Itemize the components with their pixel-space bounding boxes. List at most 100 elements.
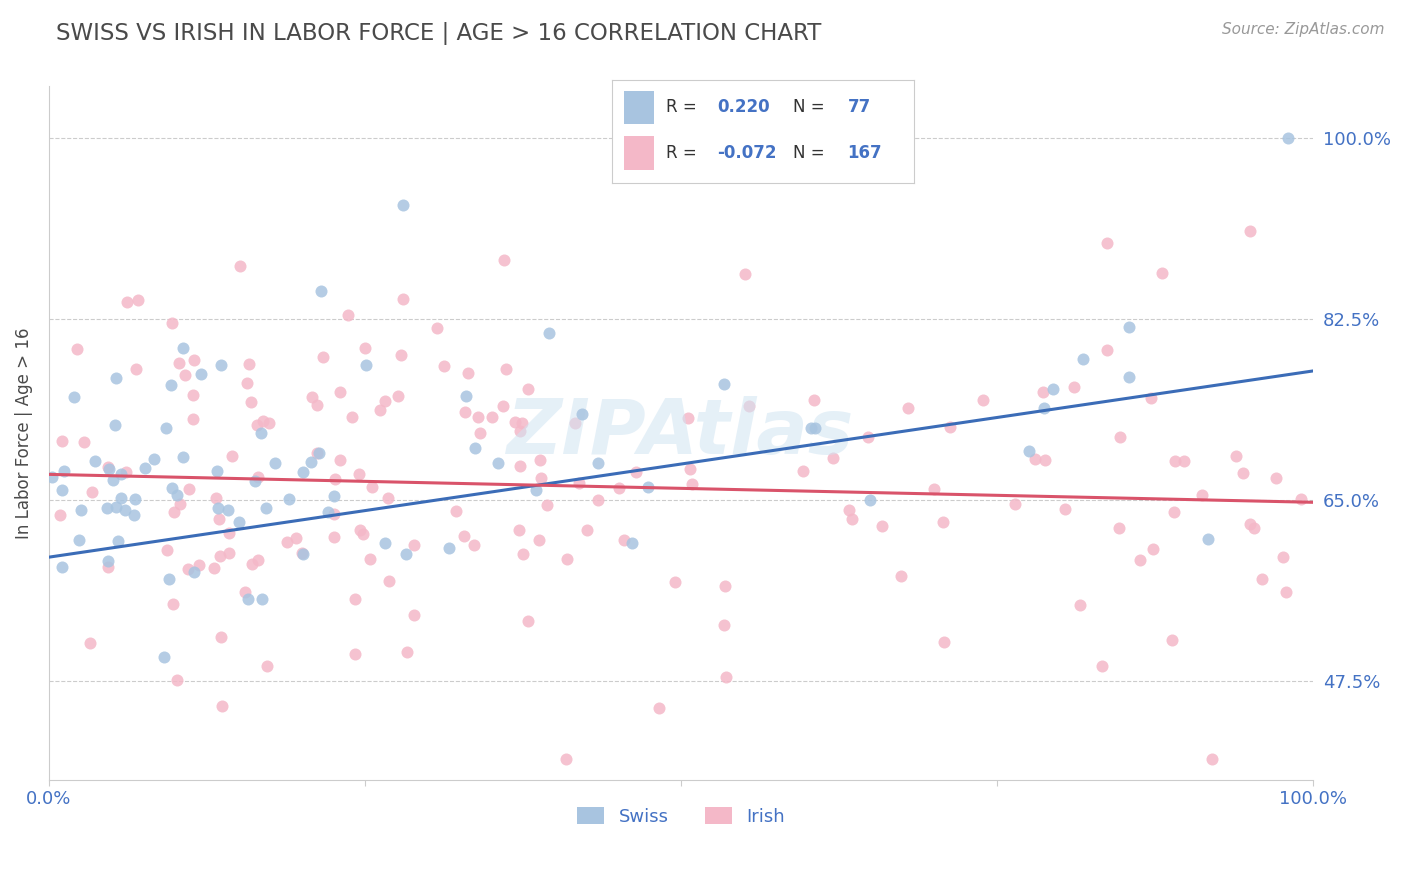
Point bbox=[1201, 752, 1223, 766]
Text: 167: 167 bbox=[848, 144, 882, 161]
Point bbox=[67, 533, 90, 548]
Point bbox=[329, 384, 352, 399]
Point bbox=[228, 515, 250, 529]
Text: R =: R = bbox=[666, 144, 702, 161]
Point bbox=[463, 538, 485, 552]
Point bbox=[624, 465, 647, 479]
Text: 0.220: 0.220 bbox=[717, 98, 770, 117]
Point bbox=[291, 547, 314, 561]
Point bbox=[51, 483, 73, 498]
Point bbox=[509, 459, 531, 474]
Point bbox=[1018, 443, 1040, 458]
Point bbox=[124, 491, 146, 506]
Point bbox=[208, 549, 231, 563]
Point bbox=[256, 658, 278, 673]
Point bbox=[486, 456, 509, 470]
Point bbox=[530, 471, 553, 485]
Point bbox=[221, 449, 243, 463]
Point bbox=[134, 461, 156, 475]
Point bbox=[49, 508, 72, 522]
Point bbox=[246, 418, 269, 433]
Point bbox=[122, 508, 145, 522]
Point bbox=[922, 482, 945, 496]
Point bbox=[517, 614, 540, 628]
Point bbox=[536, 498, 558, 512]
Point bbox=[257, 416, 280, 430]
Point bbox=[678, 411, 700, 425]
Point bbox=[537, 326, 560, 340]
Point bbox=[1071, 351, 1094, 366]
Point bbox=[803, 392, 825, 407]
Point bbox=[359, 552, 381, 566]
Point bbox=[564, 417, 586, 431]
Point bbox=[931, 516, 953, 530]
Point bbox=[446, 503, 468, 517]
Point bbox=[1239, 224, 1261, 238]
Point bbox=[804, 421, 827, 435]
Point bbox=[217, 503, 239, 517]
Point bbox=[1232, 466, 1254, 480]
Point bbox=[176, 562, 198, 576]
Point bbox=[52, 464, 75, 478]
Point bbox=[567, 475, 589, 490]
Text: ZIPAtlas: ZIPAtlas bbox=[508, 396, 855, 470]
Point bbox=[183, 353, 205, 368]
Point bbox=[209, 631, 232, 645]
Point bbox=[160, 316, 183, 330]
Point bbox=[323, 473, 346, 487]
Point bbox=[305, 446, 328, 460]
Point bbox=[396, 645, 419, 659]
Point bbox=[181, 388, 204, 402]
Point bbox=[1265, 471, 1288, 485]
Point bbox=[1197, 532, 1219, 546]
Point bbox=[323, 508, 346, 522]
Point bbox=[838, 502, 860, 516]
Point bbox=[557, 552, 579, 566]
Point bbox=[69, 503, 91, 517]
Point bbox=[110, 491, 132, 505]
Point bbox=[389, 348, 412, 362]
Point bbox=[392, 292, 415, 306]
Point bbox=[97, 553, 120, 567]
Point bbox=[1032, 401, 1054, 415]
Point bbox=[713, 377, 735, 392]
Point bbox=[1097, 235, 1119, 250]
Point bbox=[243, 474, 266, 488]
Point bbox=[51, 434, 73, 448]
Point bbox=[679, 462, 702, 476]
Point bbox=[236, 376, 259, 390]
Point bbox=[159, 378, 181, 392]
Point bbox=[236, 592, 259, 607]
Point bbox=[80, 484, 103, 499]
Point bbox=[510, 416, 533, 430]
Point bbox=[239, 395, 262, 409]
Point bbox=[512, 548, 534, 562]
Point bbox=[524, 483, 547, 497]
Point bbox=[374, 535, 396, 549]
Point bbox=[323, 530, 346, 544]
Point bbox=[104, 417, 127, 432]
Point bbox=[336, 308, 359, 322]
Point bbox=[714, 579, 737, 593]
Point bbox=[291, 546, 314, 560]
Point bbox=[187, 558, 209, 573]
Point bbox=[172, 341, 194, 355]
Point bbox=[555, 752, 578, 766]
Point bbox=[83, 453, 105, 467]
Point bbox=[356, 358, 378, 372]
Point bbox=[1163, 505, 1185, 519]
Point bbox=[1173, 454, 1195, 468]
Point bbox=[464, 442, 486, 456]
Point bbox=[1142, 541, 1164, 556]
Point bbox=[377, 491, 399, 505]
Point bbox=[207, 464, 229, 478]
Point bbox=[1164, 454, 1187, 468]
Point bbox=[481, 410, 503, 425]
Point bbox=[211, 699, 233, 714]
Point bbox=[155, 421, 177, 435]
Point bbox=[301, 390, 323, 404]
Point bbox=[621, 536, 644, 550]
Point bbox=[395, 547, 418, 561]
Point bbox=[343, 592, 366, 607]
Point bbox=[177, 483, 200, 497]
